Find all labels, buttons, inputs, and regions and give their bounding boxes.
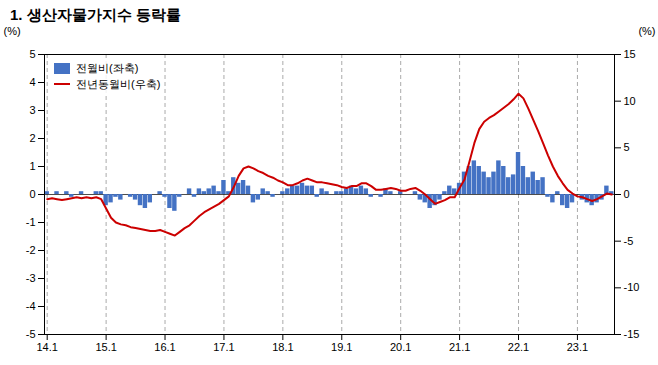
svg-text:19.1: 19.1 [331, 341, 352, 353]
svg-text:15: 15 [624, 48, 636, 60]
svg-text:-4: -4 [26, 300, 36, 312]
svg-text:20.1: 20.1 [390, 341, 411, 353]
svg-text:17.1: 17.1 [213, 341, 234, 353]
svg-text:16.1: 16.1 [154, 341, 175, 353]
svg-text:4: 4 [29, 76, 35, 88]
svg-text:0: 0 [624, 188, 630, 200]
html-text:전월비(좌축): 전월비(좌축) [76, 62, 139, 74]
svg-text:22.1: 22.1 [508, 341, 529, 353]
svg-text:-15: -15 [624, 328, 640, 340]
svg-text:18.1: 18.1 [272, 341, 293, 353]
svg-text:21.1: 21.1 [449, 341, 470, 353]
svg-text:-2: -2 [26, 244, 36, 256]
svg-text:5: 5 [624, 141, 630, 153]
svg-text:-10: -10 [624, 281, 640, 293]
svg-text:3: 3 [29, 104, 35, 116]
html-text:1. 생산자물가지수 등락률: 1. 생산자물가지수 등락률 [10, 6, 181, 23]
svg-text:1: 1 [29, 160, 35, 172]
svg-text:-3: -3 [26, 272, 36, 284]
svg-text:2: 2 [29, 132, 35, 144]
svg-text:15.1: 15.1 [95, 341, 116, 353]
html-text:전년동월비(우축): 전년동월비(우축) [76, 78, 161, 90]
svg-text:-5: -5 [26, 328, 36, 340]
svg-text:0: 0 [29, 188, 35, 200]
svg-text:(%): (%) [4, 25, 21, 37]
svg-text:-5: -5 [624, 235, 634, 247]
svg-text:(%): (%) [638, 25, 655, 37]
svg-text:-1: -1 [26, 216, 36, 228]
svg-text:5: 5 [29, 48, 35, 60]
svg-text:14.1: 14.1 [36, 341, 57, 353]
svg-text:10: 10 [624, 95, 636, 107]
svg-text:23.1: 23.1 [567, 341, 588, 353]
